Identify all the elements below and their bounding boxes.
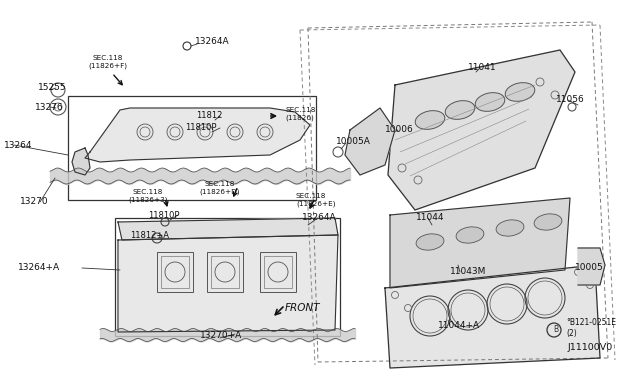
- Text: SEC.118
(11826+D): SEC.118 (11826+D): [200, 181, 240, 195]
- Ellipse shape: [415, 110, 445, 129]
- Text: SEC.118
(11826+3): SEC.118 (11826+3): [128, 189, 168, 203]
- Polygon shape: [72, 148, 90, 175]
- Polygon shape: [388, 50, 575, 210]
- Bar: [260, 252, 296, 292]
- Ellipse shape: [456, 227, 484, 243]
- Bar: [211, 256, 239, 288]
- Text: 11810P: 11810P: [185, 124, 216, 132]
- Text: 11043M: 11043M: [450, 267, 486, 276]
- Ellipse shape: [476, 93, 505, 111]
- Ellipse shape: [416, 234, 444, 250]
- Polygon shape: [118, 235, 338, 332]
- Text: SEC.118
(11826+E): SEC.118 (11826+E): [296, 193, 335, 207]
- Text: 11812+A: 11812+A: [130, 231, 169, 241]
- Text: 13270: 13270: [20, 198, 49, 206]
- Text: 11812: 11812: [196, 112, 222, 121]
- Text: °B121-0251E
(2): °B121-0251E (2): [566, 318, 616, 338]
- Text: 15255: 15255: [38, 83, 67, 93]
- Text: 10005: 10005: [575, 263, 604, 273]
- Polygon shape: [118, 218, 338, 240]
- Bar: [115, 218, 340, 336]
- Text: 13270+A: 13270+A: [200, 330, 243, 340]
- Text: 11041: 11041: [468, 64, 497, 73]
- Text: SEC.118
(11826+F): SEC.118 (11826+F): [88, 55, 127, 69]
- Bar: [207, 252, 243, 292]
- Text: 13276: 13276: [35, 103, 63, 112]
- Text: 13264+A: 13264+A: [18, 263, 60, 273]
- Bar: [161, 256, 189, 288]
- Bar: [157, 252, 193, 292]
- Text: B: B: [554, 326, 559, 334]
- Ellipse shape: [445, 101, 475, 119]
- Text: J11100V0: J11100V0: [568, 343, 613, 353]
- Text: 11044: 11044: [416, 214, 445, 222]
- Text: FRONT: FRONT: [285, 303, 321, 313]
- Text: 11056: 11056: [556, 96, 585, 105]
- Text: 13264: 13264: [4, 141, 33, 150]
- Ellipse shape: [496, 220, 524, 236]
- Polygon shape: [390, 198, 570, 288]
- Polygon shape: [345, 108, 395, 175]
- Ellipse shape: [534, 214, 562, 230]
- Text: 13264A: 13264A: [195, 38, 230, 46]
- Ellipse shape: [505, 83, 535, 101]
- Polygon shape: [385, 265, 600, 368]
- Text: 11810P: 11810P: [148, 211, 179, 219]
- Polygon shape: [578, 248, 605, 285]
- Bar: [68, 96, 316, 200]
- Polygon shape: [85, 108, 310, 162]
- Text: 10005A: 10005A: [336, 138, 371, 147]
- Text: 13264A: 13264A: [302, 214, 337, 222]
- Text: 10006: 10006: [385, 125, 413, 135]
- Bar: [264, 256, 292, 288]
- Text: 11044+A: 11044+A: [438, 321, 480, 330]
- Text: SEC.118
(11826): SEC.118 (11826): [285, 107, 316, 121]
